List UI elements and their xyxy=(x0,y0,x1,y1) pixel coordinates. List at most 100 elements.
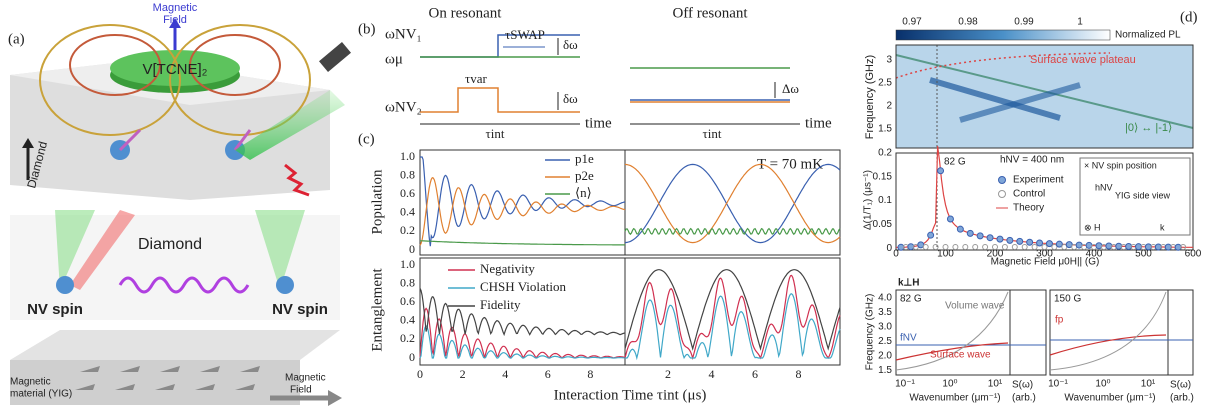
x-tick-label: 6 xyxy=(752,367,758,381)
y-tick-label: 0 xyxy=(409,350,415,364)
y-tick-label: 0.6 xyxy=(400,186,415,200)
y-tick-label: 0.15 xyxy=(873,171,893,182)
annotation: Volume wave xyxy=(945,301,1005,312)
legend-label: CHSH Violation xyxy=(480,279,567,294)
annotation: Field xyxy=(163,14,187,26)
legend-label: ⟨n⟩ xyxy=(575,185,592,200)
colorbar-tick-label: 0.98 xyxy=(958,17,978,28)
y-tick-label: 1.5 xyxy=(878,365,892,376)
x-axis-label: Interaction Time τint (μs) xyxy=(554,387,707,403)
y-tick-label: 0.2 xyxy=(878,148,892,159)
level-label: ωNV₂ xyxy=(385,99,422,115)
annotation: fNV xyxy=(900,333,917,344)
y-axis-label: Δ(1/T₁) (μs⁻¹) xyxy=(863,170,874,230)
annotation: τSWAP xyxy=(505,27,545,42)
annotation: material (YIG) xyxy=(10,389,72,400)
annotation: fp xyxy=(1055,315,1064,326)
annotation: δω xyxy=(563,91,578,106)
x-tick-label: 2 xyxy=(665,367,671,381)
panel-label: (b) xyxy=(358,21,376,37)
y-tick-label: 0.8 xyxy=(400,275,415,289)
y-tick-label: 0.8 xyxy=(400,167,415,181)
experiment-marker xyxy=(1135,243,1143,251)
control-marker xyxy=(1180,244,1187,250)
experiment-marker xyxy=(1174,243,1182,251)
x-tick-label: 8 xyxy=(796,367,802,381)
control-marker xyxy=(1051,244,1058,250)
control-marker xyxy=(922,244,929,250)
annotation: 82 G xyxy=(944,157,966,168)
inset-label: k xyxy=(1160,222,1165,232)
y-tick-label: 0.6 xyxy=(400,294,415,308)
legend-label: Theory xyxy=(1013,203,1044,214)
y-axis-label: Population xyxy=(369,169,385,235)
curve xyxy=(419,307,626,359)
x-tick-label: 10¹ xyxy=(1141,379,1156,390)
x-tick-label: 500 xyxy=(1135,249,1152,260)
y-tick-label: 0 xyxy=(409,242,415,256)
legend-label: Experiment xyxy=(1013,175,1064,186)
control-marker xyxy=(1001,244,1008,250)
control-marker xyxy=(1011,244,1018,250)
x-tick-label: 8 xyxy=(587,367,593,381)
y-tick-label: 1.0 xyxy=(400,257,415,271)
y-tick-label: 0.4 xyxy=(400,205,415,219)
y-tick-label: 1.0 xyxy=(400,149,415,163)
curve xyxy=(624,269,841,351)
control-marker xyxy=(972,244,979,250)
y-tick-label: 3.5 xyxy=(878,307,892,318)
y-tick-label: 0.4 xyxy=(400,313,415,327)
annotation: Magnetic xyxy=(285,373,326,384)
experiment-marker xyxy=(937,167,945,175)
annotation: Magnetic xyxy=(153,2,198,14)
panel-d-plots xyxy=(895,29,1194,376)
control-marker xyxy=(1031,244,1038,250)
x-tick-label: 2 xyxy=(460,367,466,381)
y-axis-label: Entanglement xyxy=(369,268,385,352)
panel-label: (c) xyxy=(358,131,375,147)
experiment-marker xyxy=(1045,240,1053,248)
annotation: Diamond xyxy=(138,236,202,253)
experiment-marker xyxy=(986,234,994,242)
legend-label: p1e xyxy=(575,151,594,166)
control-marker xyxy=(1021,244,1028,250)
experiment-marker xyxy=(927,231,935,239)
inset-label: hNV xyxy=(1095,182,1113,192)
experiment-marker xyxy=(946,215,954,223)
experiment-marker xyxy=(976,232,984,240)
colorbar-tick-label: 1 xyxy=(1077,17,1083,28)
curve xyxy=(419,324,626,359)
y-axis-label: Frequency (GHz) xyxy=(864,55,876,139)
x-tick-label: 600 xyxy=(1185,249,1202,260)
legend-label: Control xyxy=(1013,189,1045,200)
annotation: Magnetic xyxy=(10,377,51,388)
x-tick-label: 4 xyxy=(709,367,715,381)
colorbar-tick-label: 0.97 xyxy=(902,17,922,28)
x-tick-label: 6 xyxy=(545,367,551,381)
annotation: τvar xyxy=(465,71,487,86)
experiment-marker xyxy=(1006,236,1014,244)
curve xyxy=(624,274,841,361)
annotation: V[TCNE]₂ xyxy=(143,61,208,78)
control-marker xyxy=(962,244,969,250)
x-tick-label: 4 xyxy=(502,367,508,381)
annotation: S(ω) xyxy=(1012,380,1033,391)
legend-label: p2e xyxy=(575,168,594,183)
colorbar-label: Normalized PL xyxy=(1115,30,1181,41)
annotation: NV spin xyxy=(272,301,328,318)
x-axis-label: Magnetic Field μ0H|| (G) xyxy=(991,257,1100,268)
legend-label: Fidelity xyxy=(480,297,521,312)
experiment-marker xyxy=(966,229,974,237)
colorbar-tick-label: 0.99 xyxy=(1014,17,1034,28)
x-tick-label: 10¹ xyxy=(988,379,1003,390)
y-tick-label: 3 xyxy=(886,55,892,66)
inset-label: ⊗ H xyxy=(1084,222,1101,232)
x-tick-label: 200 xyxy=(987,249,1004,260)
curve xyxy=(419,176,626,246)
x-axis-label: Wavenumber (μm⁻¹) xyxy=(909,393,1000,404)
panel-label: (d) xyxy=(1180,9,1198,25)
annotation: (arb.) xyxy=(1012,393,1036,404)
annotation: 150 G xyxy=(1054,294,1081,305)
curve xyxy=(420,156,626,247)
control-marker xyxy=(952,244,959,250)
